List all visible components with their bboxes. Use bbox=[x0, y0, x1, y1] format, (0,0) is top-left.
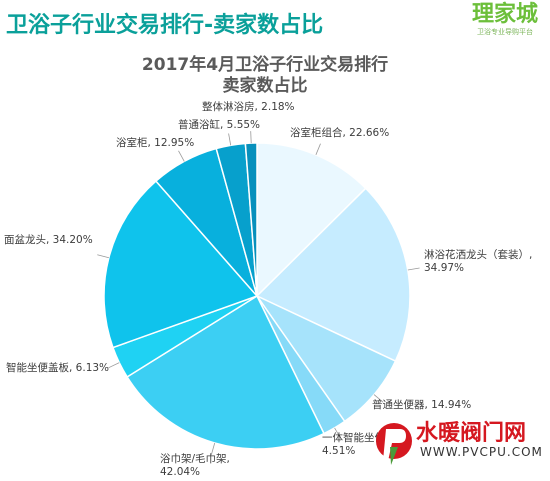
page-title: 卫浴子行业交易排行-卖家数占比 bbox=[6, 13, 324, 38]
brand-name: 理家城 bbox=[471, 2, 538, 27]
slice-label: 面盆龙头, 34.20% bbox=[4, 233, 93, 246]
leader-line bbox=[407, 267, 420, 271]
leader-line bbox=[334, 427, 341, 439]
leader-line bbox=[178, 150, 185, 162]
leader-line bbox=[373, 394, 384, 403]
leader-line bbox=[250, 131, 252, 144]
slice-label: 浴室柜组合, 22.66% bbox=[290, 126, 389, 139]
leader-line bbox=[228, 133, 232, 146]
watermark-url: WWW.PVCPU.COM bbox=[420, 445, 543, 459]
slice-label: 淋浴花洒龙头（套装）, 34.97% bbox=[424, 248, 532, 274]
watermark-logo-icon bbox=[376, 423, 412, 465]
leader-line bbox=[97, 254, 110, 259]
pie-slice bbox=[244, 142, 258, 297]
brand-slogan: 卫浴专业导购平台 bbox=[476, 28, 533, 36]
watermark: 水暖阀门网 WWW.PVCPU.COM bbox=[374, 415, 544, 475]
leader-line bbox=[108, 362, 120, 369]
pie-slices bbox=[103, 142, 411, 450]
slice-label: 普通浴缸, 5.55% bbox=[178, 118, 260, 131]
chart-title-line-1: 2017年4月卫浴子行业交易排行 bbox=[141, 55, 389, 75]
slice-label: 智能坐便盖板, 6.13% bbox=[6, 361, 109, 374]
watermark-name: 水暖阀门网 bbox=[416, 421, 527, 446]
slice-label: 普通坐便器, 14.94% bbox=[372, 398, 471, 411]
pie-slice bbox=[255, 187, 411, 363]
slice-label: 整体淋浴房, 2.18% bbox=[202, 100, 295, 113]
brand-logo: 理家城 卫浴专业导购平台 bbox=[472, 2, 538, 37]
chart-title-line-2: 卖家数占比 bbox=[222, 76, 308, 96]
slice-label: 浴巾架/毛巾架, 42.04% bbox=[160, 452, 230, 478]
leader-line bbox=[315, 143, 321, 155]
chart-title: 2017年4月卫浴子行业交易排行 卖家数占比 bbox=[110, 55, 420, 97]
slice-label: 浴室柜, 12.95% bbox=[116, 136, 194, 149]
leader-lines bbox=[97, 131, 420, 455]
leader-line bbox=[211, 442, 216, 455]
